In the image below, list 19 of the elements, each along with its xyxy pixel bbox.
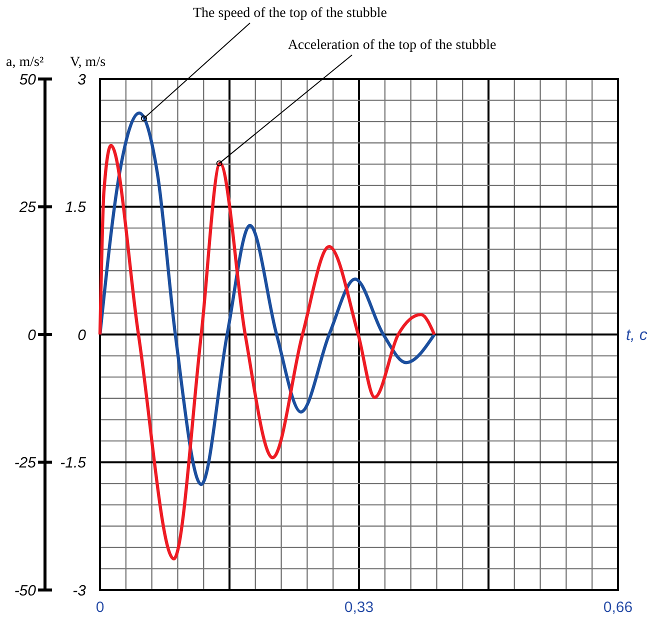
- y2-tick-label: 3: [78, 71, 87, 88]
- y2-tick-label: -1.5: [60, 454, 87, 472]
- y-axis-title: a, m/s²: [6, 55, 44, 70]
- y2-tick-label: 0: [78, 326, 87, 344]
- y-tick-label: 50: [19, 71, 37, 88]
- y-tick-label: 25: [18, 199, 37, 216]
- y-tick-label: 0: [28, 326, 37, 344]
- x-tick-label: 0,33: [344, 599, 374, 616]
- y-tick-label: -50: [14, 582, 37, 600]
- annotation: The speed of the top of the stubble: [192, 6, 388, 21]
- y2-axis-title: V, m/s: [70, 55, 106, 70]
- x-tick-label: 0: [96, 599, 104, 616]
- line-series: [98, 144, 436, 560]
- x-axis-title: t, c: [626, 327, 648, 344]
- y2-tick-label: 1.5: [65, 199, 87, 216]
- annotation: Acceleration of the top of the stubble: [288, 38, 496, 53]
- x-tick-label: 0,66: [603, 599, 633, 616]
- y2-tick-label: -3: [72, 582, 87, 600]
- y-tick-label: -25: [14, 454, 37, 472]
